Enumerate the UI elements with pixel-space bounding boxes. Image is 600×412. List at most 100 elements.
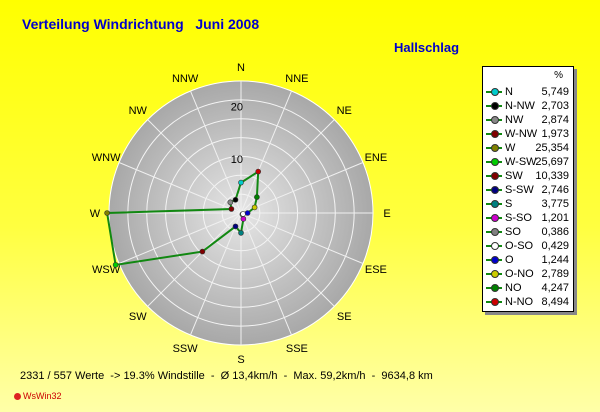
legend-label: W (505, 142, 516, 154)
legend-value: 2,703 (541, 100, 569, 112)
legend-label: N-NO (505, 296, 534, 308)
direction-label: WSW (92, 264, 121, 276)
legend-marker-swatch (491, 214, 499, 222)
grid-spoke (240, 212, 292, 336)
radial-tick-label: 20 (231, 101, 243, 113)
station-name: Hallschlag (394, 40, 460, 55)
logo-icon (14, 393, 21, 400)
legend-marker-swatch (491, 144, 499, 152)
legend-label: O-NO (505, 268, 534, 280)
legend-value: 8,494 (541, 296, 569, 308)
legend-row: W-NW 1,973 (483, 127, 573, 141)
legend-marker-swatch (491, 298, 499, 306)
grid-spoke (240, 162, 364, 214)
legend-value: 4,247 (541, 282, 569, 294)
direction-label: ENE (365, 152, 388, 164)
stats-footer: 2331 / 557 Werte -> 19.3% Windstille - Ø… (20, 370, 433, 382)
data-point (238, 230, 244, 236)
data-point (232, 223, 239, 230)
grid-spoke (190, 212, 242, 336)
grid-spoke (147, 119, 242, 214)
data-point (232, 197, 239, 203)
grid-spoke (147, 212, 242, 307)
legend-row: O-SO 0,429 (483, 239, 573, 253)
legend-row: W 25,354 (483, 141, 573, 155)
legend-marker-swatch (491, 200, 499, 208)
legend-label: NW (505, 114, 524, 126)
grid-spoke (240, 212, 364, 264)
legend-row: SO 0,386 (483, 225, 573, 239)
legend-value: 0,386 (541, 226, 569, 238)
direction-label: SE (337, 311, 352, 323)
direction-label: N (237, 62, 245, 74)
legend-marker-swatch (491, 102, 499, 110)
legend-row: O-NO 2,789 (483, 267, 573, 281)
direction-label: W (90, 208, 101, 220)
grid-spoke (118, 212, 242, 264)
data-point (251, 204, 258, 211)
legend-label: N-NW (505, 100, 535, 112)
legend-value: 25,354 (535, 142, 569, 154)
legend: % N 5,749 N-NW 2,703 NW 2,874 W-NW 1,973 W 25,354… (482, 66, 574, 312)
legend-marker-swatch (491, 172, 499, 180)
grid-spoke (118, 162, 242, 214)
legend-marker-swatch (491, 88, 499, 96)
legend-value: 2,874 (541, 114, 569, 126)
legend-value: 2,746 (541, 184, 569, 196)
legend-marker-swatch (491, 228, 499, 236)
legend-row: NW 2,874 (483, 113, 573, 127)
direction-label: SSE (286, 343, 308, 355)
data-point (112, 262, 119, 268)
legend-value: 5,749 (541, 86, 569, 98)
legend-row: N-NW 2,703 (483, 99, 573, 113)
legend-label: S-SO (505, 212, 532, 224)
legend-row: S 3,775 (483, 197, 573, 211)
direction-label: NNW (172, 73, 199, 85)
legend-label: S (505, 198, 513, 210)
data-point (238, 179, 244, 186)
direction-label: SW (129, 311, 147, 323)
data-point (255, 168, 262, 175)
logo-text: WsWin32 (23, 391, 62, 401)
legend-value: 1,201 (541, 212, 569, 224)
direction-label: WNW (92, 152, 121, 164)
legend-unit: % (554, 70, 563, 81)
legend-label: W-SW (505, 156, 537, 168)
legend-value: 1,973 (541, 128, 569, 140)
legend-marker-swatch (491, 116, 499, 124)
direction-label: NNE (285, 73, 308, 85)
legend-value: 25,697 (535, 156, 569, 168)
direction-label: SSW (173, 343, 199, 355)
legend-row: S-SO 1,201 (483, 211, 573, 225)
direction-label: ESE (365, 264, 387, 276)
legend-row: N-NO 8,494 (483, 295, 573, 309)
legend-marker-swatch (491, 186, 499, 194)
legend-label: SW (505, 170, 523, 182)
legend-row: O 1,244 (483, 253, 573, 267)
legend-label: O-SO (505, 240, 534, 252)
legend-value: 0,429 (541, 240, 569, 252)
grid-spoke (240, 90, 292, 214)
legend-value: 10,339 (535, 170, 569, 182)
legend-label: NO (505, 282, 522, 294)
legend-marker-swatch (491, 270, 499, 278)
legend-label: SO (505, 226, 521, 238)
data-point (227, 199, 234, 206)
data-point (244, 210, 251, 216)
grid-spoke (190, 90, 242, 214)
data-point (254, 194, 260, 200)
legend-label: S-SW (505, 184, 534, 196)
legend-marker-swatch (491, 130, 499, 138)
legend-label: O (505, 254, 514, 266)
legend-row: S-SW 2,746 (483, 183, 573, 197)
direction-label: NW (129, 105, 148, 117)
legend-value: 3,775 (541, 198, 569, 210)
legend-row: N 5,749 (483, 85, 573, 99)
legend-marker-swatch (491, 256, 499, 264)
legend-label: N (505, 86, 513, 98)
chart-title: Verteilung Windrichtung Juni 2008 (22, 16, 260, 32)
grid-spoke (240, 212, 335, 307)
legend-label: W-NW (505, 128, 538, 140)
